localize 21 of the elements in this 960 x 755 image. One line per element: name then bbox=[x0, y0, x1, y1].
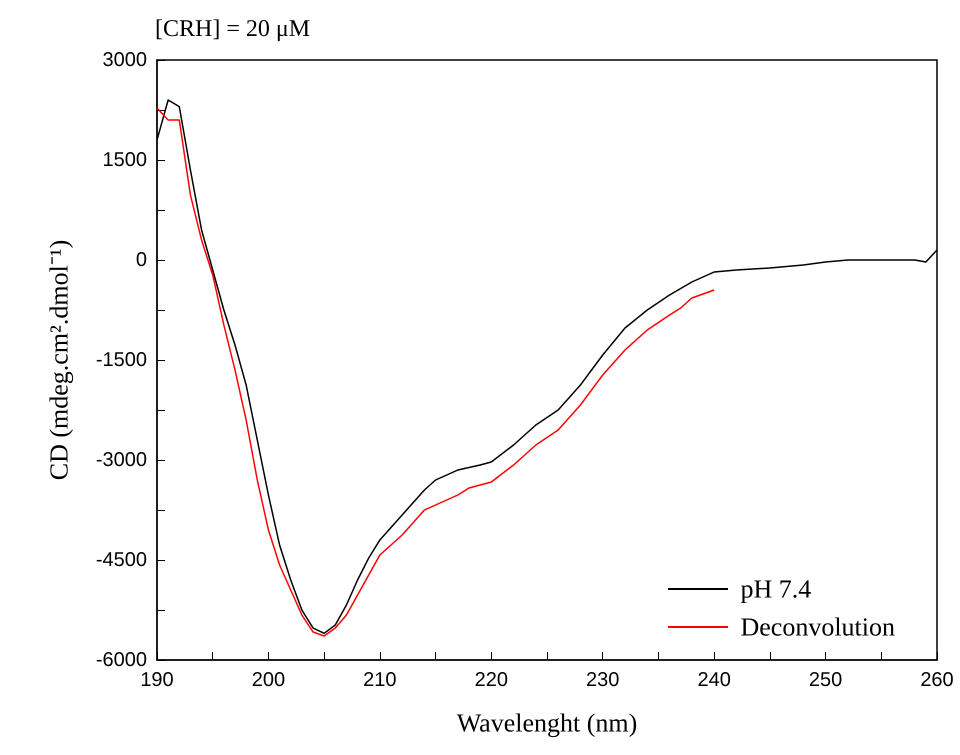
chart-title: [CRH] = 20 μM bbox=[155, 16, 310, 42]
x-tick-label: 240 bbox=[697, 669, 731, 691]
y-tick-label: -1500 bbox=[96, 349, 147, 371]
legend-label: pH 7.4 bbox=[740, 574, 812, 604]
x-tick-label: 220 bbox=[474, 669, 508, 691]
line-series bbox=[156, 107, 715, 637]
y-tick-label: -3000 bbox=[96, 449, 147, 471]
x-tick-label: 260 bbox=[920, 669, 954, 691]
legend-label: Deconvolution bbox=[740, 612, 896, 642]
x-tick-label: 250 bbox=[808, 669, 842, 691]
y-tick-label: -6000 bbox=[96, 649, 147, 671]
y-tick-label: 0 bbox=[136, 249, 147, 271]
y-tick-label: -4500 bbox=[96, 549, 147, 571]
y-tick-label: 3000 bbox=[102, 49, 147, 71]
x-tick-label: 200 bbox=[252, 669, 286, 691]
x-tick-label: 210 bbox=[363, 669, 397, 691]
y-tick-label: 1500 bbox=[102, 149, 147, 171]
x-tick-label: 190 bbox=[140, 669, 174, 691]
x-axis-title: Wavelenght (nm) bbox=[456, 708, 638, 738]
y-axis-title: CD (mdeg.cm².dmol⁻¹) bbox=[44, 240, 74, 480]
x-tick-label: 230 bbox=[586, 669, 620, 691]
